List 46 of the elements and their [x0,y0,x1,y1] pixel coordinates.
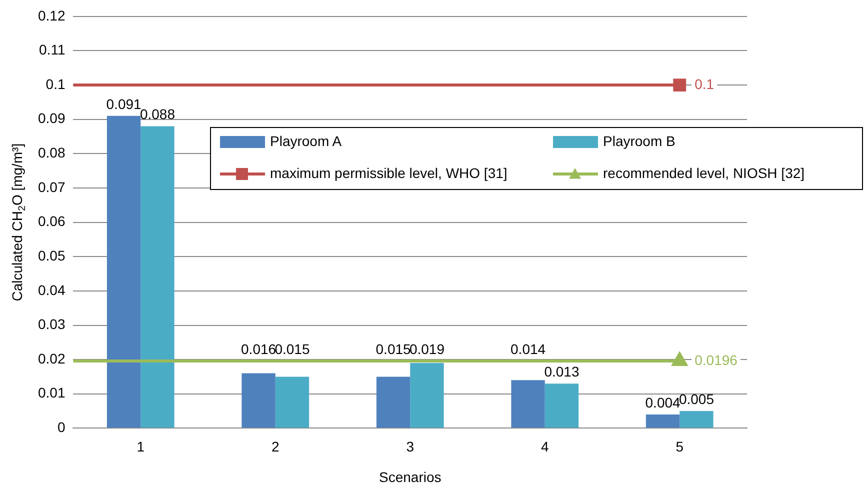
data-label: 0.004 [645,394,681,410]
data-label: 0.019 [409,340,445,357]
data-label: 0.091 [106,96,142,112]
legend-label: Playroom A [270,132,342,149]
legend-label: Playroom B [603,132,676,149]
x-tick-label: 5 [676,438,684,454]
data-label: 0.0196 [694,352,738,368]
bar [544,384,579,428]
y-tick-label: 0.1 [46,76,66,92]
bar [646,414,680,428]
x-tick-label: 3 [406,438,414,454]
y-tick-label: 0 [57,419,66,436]
y-axis-title: Calculated CH2O [mg/m³] [8,143,28,302]
bar [410,363,444,428]
bar [140,126,174,428]
y-tick-label: 0.12 [38,7,66,24]
y-tick-label: 0.07 [38,178,66,195]
bar [511,380,545,428]
bar [376,376,410,428]
data-label: 0.015 [274,340,310,357]
data-label: 0.016 [241,340,276,357]
data-label: 0.088 [140,106,176,122]
y-tick-label: 0.06 [38,213,66,230]
y-tick-label: 0.11 [39,42,66,58]
bar [242,373,276,428]
data-label: 0.1 [694,76,714,92]
y-tick-label: 0.09 [38,110,66,126]
y-tick-label: 0.02 [38,350,66,366]
y-tick-label: 0.08 [38,144,66,161]
bar [106,116,141,428]
legend-label: maximum permissible level, WHO [31] [270,164,508,181]
data-label: 0.014 [510,340,546,357]
bar [275,376,310,428]
data-label: 0.015 [376,340,412,357]
bar [680,411,714,428]
data-label: 0.013 [544,363,580,380]
data-label: 0.005 [678,390,714,407]
x-axis-title: Scenarios [378,468,442,485]
x-tick-label: 4 [540,438,549,454]
y-tick-label: 0.05 [38,247,66,264]
y-tick-label: 0.01 [38,384,66,401]
x-tick-label: 1 [136,438,145,454]
x-tick-label: 2 [271,438,280,454]
y-tick-label: 0.04 [38,282,66,298]
y-tick-label: 0.03 [38,316,66,332]
legend-label: recommended level, NIOSH [32] [603,164,805,181]
